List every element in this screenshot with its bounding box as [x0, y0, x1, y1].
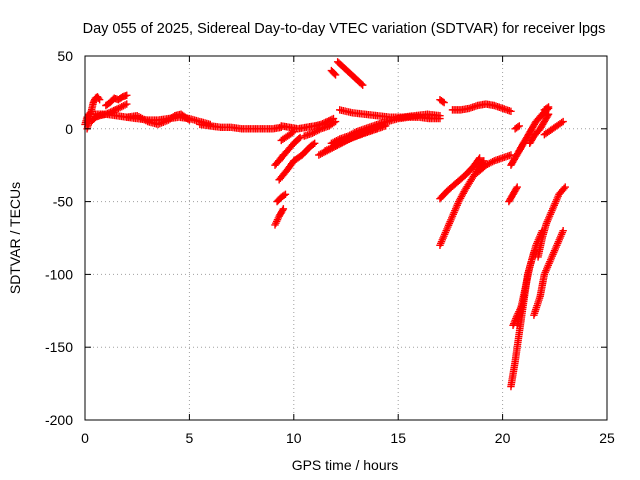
data-point [185, 116, 194, 124]
series-arc-13 [275, 151, 288, 165]
x-tick-label: 20 [495, 430, 511, 446]
x-tick-label: 15 [390, 430, 406, 446]
data-point [95, 95, 104, 104]
data-point [515, 122, 524, 130]
data-point [544, 110, 553, 118]
data-point [440, 98, 448, 107]
x-tick-label: 0 [81, 430, 89, 446]
series-arc-20 [333, 58, 367, 89]
data-point [331, 71, 340, 79]
data-marks [81, 58, 569, 391]
data-point [544, 103, 553, 111]
data-point [357, 80, 366, 88]
series-arc-37 [530, 227, 567, 319]
series-arc-12 [273, 190, 290, 206]
y-tick-label: -100 [45, 266, 73, 282]
series-arc-26 [436, 154, 484, 203]
data-point [559, 227, 567, 235]
x-tick-label: 10 [286, 430, 302, 446]
data-point [279, 205, 288, 213]
data-point [513, 183, 521, 191]
data-point [123, 91, 131, 100]
data-point [310, 139, 319, 148]
y-tick-label: -150 [45, 339, 73, 355]
data-point [295, 135, 303, 143]
chart-title: Day 055 of 2025, Sidereal Day-to-day VTE… [83, 21, 606, 37]
series-arc-33 [515, 104, 553, 155]
series-arc-36 [540, 103, 553, 114]
x-tick-label: 25 [599, 430, 615, 446]
data-point [279, 151, 288, 159]
axis-ticks: 0 5 10 15 20 25 -200 -150 -100 -50 0 50 [45, 48, 615, 446]
series-arc-35 [526, 110, 553, 148]
data-point [561, 183, 569, 191]
x-axis-label: GPS time / hours [292, 457, 399, 473]
data-point [331, 117, 340, 126]
series-arc-14 [277, 128, 298, 145]
data-point [359, 81, 367, 89]
data-point [507, 107, 515, 116]
series-arc-22 [384, 113, 444, 126]
data-point [436, 114, 444, 123]
series-arc-34 [511, 122, 524, 133]
y-tick-label: -50 [53, 194, 73, 210]
series-arc-25 [436, 157, 488, 249]
data-point [281, 190, 290, 199]
data-point [290, 128, 298, 136]
data-point [296, 133, 304, 142]
y-axis-label: SDTVAR / TECUs [7, 182, 23, 294]
y-tick-label: -200 [45, 412, 73, 428]
series-arc-15 [300, 117, 340, 140]
y-tick-label: 0 [65, 121, 73, 137]
series-arc-38 [534, 183, 569, 261]
data-point [475, 154, 484, 162]
series-arc-18 [327, 117, 392, 148]
series-arc-06 [123, 110, 194, 129]
series-arc-39 [540, 117, 567, 139]
y-tick-label: 50 [57, 48, 73, 64]
series-arc-23 [436, 95, 448, 107]
series-arc-28 [505, 183, 521, 206]
series-arc-07 [196, 120, 285, 133]
data-point [507, 151, 515, 159]
series-arc-24 [448, 100, 515, 116]
series-arc-08 [277, 114, 338, 133]
series-arc-04 [102, 91, 131, 110]
plot-frame [84, 55, 608, 421]
series-arc-19 [327, 66, 340, 79]
series-arc-11 [271, 205, 288, 229]
data-point [559, 117, 567, 126]
series-arc-10 [275, 139, 319, 184]
data-point [330, 70, 339, 78]
x-tick-label: 5 [186, 430, 194, 446]
data-point [123, 100, 131, 108]
series-arc-27 [473, 151, 515, 177]
